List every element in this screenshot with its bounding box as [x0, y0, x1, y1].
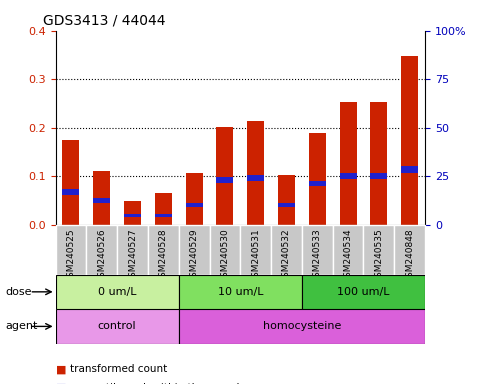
Bar: [185, 173, 202, 225]
Text: 0 um/L: 0 um/L: [98, 287, 136, 297]
Bar: [278, 175, 295, 225]
Bar: [278, 203, 295, 207]
Text: GSM240533: GSM240533: [313, 228, 322, 283]
Bar: [179, 309, 425, 344]
Bar: [271, 225, 302, 275]
Bar: [117, 225, 148, 275]
Text: transformed count: transformed count: [70, 364, 167, 374]
Bar: [155, 214, 172, 217]
Text: homocysteine: homocysteine: [263, 321, 341, 331]
Bar: [309, 181, 326, 186]
Bar: [124, 214, 141, 217]
Text: agent: agent: [6, 321, 38, 331]
Bar: [302, 275, 425, 309]
Text: GSM240535: GSM240535: [374, 228, 384, 283]
Bar: [56, 309, 179, 344]
Bar: [56, 275, 179, 309]
Text: GSM240529: GSM240529: [190, 228, 199, 283]
Text: GDS3413 / 44044: GDS3413 / 44044: [43, 13, 166, 27]
Bar: [155, 193, 172, 225]
Bar: [370, 103, 387, 225]
Text: control: control: [98, 321, 136, 331]
Bar: [62, 189, 79, 195]
Bar: [240, 225, 271, 275]
Bar: [93, 171, 110, 225]
Text: GSM240526: GSM240526: [97, 228, 106, 283]
Bar: [247, 175, 264, 180]
Bar: [185, 203, 202, 207]
Text: dose: dose: [6, 287, 32, 297]
Bar: [340, 173, 356, 179]
Bar: [394, 225, 425, 275]
Bar: [340, 102, 356, 225]
Bar: [216, 177, 233, 183]
Bar: [247, 121, 264, 225]
Text: GSM240848: GSM240848: [405, 228, 414, 283]
Bar: [62, 140, 79, 225]
Text: GSM240534: GSM240534: [343, 228, 353, 283]
Bar: [124, 201, 141, 225]
Text: GSM240530: GSM240530: [220, 228, 229, 283]
Bar: [179, 275, 302, 309]
Bar: [179, 225, 210, 275]
Text: 10 um/L: 10 um/L: [217, 287, 263, 297]
Bar: [93, 198, 110, 203]
Bar: [401, 167, 418, 173]
Text: ■: ■: [56, 364, 66, 374]
Bar: [86, 225, 117, 275]
Bar: [210, 225, 240, 275]
Text: 100 um/L: 100 um/L: [337, 287, 390, 297]
Bar: [309, 132, 326, 225]
Text: ■: ■: [56, 383, 66, 384]
Bar: [370, 173, 387, 179]
Bar: [302, 225, 333, 275]
Bar: [333, 225, 364, 275]
Text: percentile rank within the sample: percentile rank within the sample: [70, 383, 246, 384]
Bar: [364, 225, 394, 275]
Bar: [216, 127, 233, 225]
Text: GSM240525: GSM240525: [67, 228, 75, 283]
Text: GSM240528: GSM240528: [159, 228, 168, 283]
Bar: [148, 225, 179, 275]
Bar: [56, 225, 86, 275]
Text: GSM240531: GSM240531: [251, 228, 260, 283]
Text: GSM240532: GSM240532: [282, 228, 291, 283]
Text: GSM240527: GSM240527: [128, 228, 137, 283]
Bar: [401, 56, 418, 225]
